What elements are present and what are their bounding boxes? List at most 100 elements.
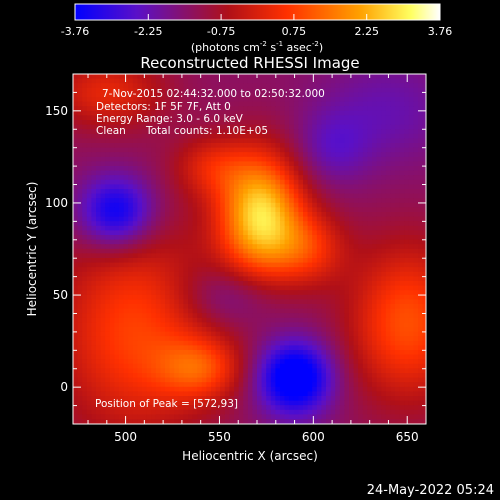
heatmap-cell xyxy=(169,175,175,181)
heatmap-cell xyxy=(303,271,308,277)
heatmap-cell xyxy=(266,179,272,185)
heatmap-cell xyxy=(399,184,405,190)
heatmap-cell xyxy=(381,97,387,102)
heatmap-cell xyxy=(86,327,92,332)
heatmap-cell xyxy=(298,225,304,231)
heatmap-cell xyxy=(234,161,239,167)
heatmap-cell xyxy=(215,276,221,282)
heatmap-cell xyxy=(215,294,221,300)
heatmap-cell xyxy=(261,179,267,185)
heatmap-cell xyxy=(86,285,92,291)
heatmap-cell xyxy=(146,198,152,204)
heatmap-cell xyxy=(188,216,193,222)
heatmap-cell xyxy=(344,313,350,319)
heatmap-cell xyxy=(413,179,419,185)
heatmap-cell xyxy=(358,216,364,222)
heatmap-cell xyxy=(178,87,184,93)
heatmap-cell xyxy=(395,313,400,319)
heatmap-cell xyxy=(169,345,175,351)
heatmap-cell xyxy=(418,313,423,319)
heatmap-cell xyxy=(284,359,290,365)
heatmap-cell xyxy=(114,253,120,259)
heatmap-cell xyxy=(293,161,299,167)
heatmap-cell xyxy=(114,78,120,84)
colorbar xyxy=(74,3,441,21)
heatmap-cell xyxy=(339,244,345,250)
heatmap-cell xyxy=(132,152,138,158)
heatmap-cell xyxy=(192,331,198,337)
heatmap-cell xyxy=(275,106,281,112)
heatmap-cell xyxy=(197,313,203,319)
heatmap-cell xyxy=(280,327,285,332)
heatmap-cell xyxy=(381,216,387,222)
heatmap-cell xyxy=(86,133,92,139)
heatmap-cell xyxy=(312,225,318,231)
heatmap-cell xyxy=(344,354,350,360)
heatmap-cell xyxy=(91,267,97,273)
heatmap-cell xyxy=(91,115,97,121)
heatmap-cell xyxy=(197,147,203,153)
heatmap-cell xyxy=(298,248,304,254)
heatmap-cell xyxy=(316,253,322,259)
heatmap-cell xyxy=(381,262,387,268)
heatmap-cell xyxy=(169,74,175,79)
heatmap-cell xyxy=(197,308,203,314)
heatmap-cell xyxy=(243,207,249,213)
heatmap-cell xyxy=(266,299,272,305)
heatmap-cell xyxy=(418,235,423,240)
heatmap-cell xyxy=(100,133,106,139)
heatmap-cell xyxy=(293,345,299,351)
heatmap-cell xyxy=(422,271,426,277)
heatmap-cell xyxy=(418,202,423,208)
heatmap-cell xyxy=(243,221,249,227)
heatmap-cell xyxy=(298,317,304,323)
heatmap-cell xyxy=(211,354,216,360)
heatmap-cell xyxy=(339,299,345,305)
heatmap-cell xyxy=(142,110,147,116)
heatmap-cell xyxy=(105,258,111,263)
heatmap-cell xyxy=(399,262,405,268)
heatmap-cell xyxy=(252,340,258,346)
heatmap-cell xyxy=(114,322,120,328)
heatmap-cell xyxy=(128,253,134,259)
heatmap-cell xyxy=(381,175,387,181)
heatmap-cell xyxy=(169,235,175,240)
heatmap-cell xyxy=(183,87,189,93)
heatmap-cell xyxy=(229,87,235,93)
heatmap-cell xyxy=(206,179,212,185)
heatmap-cell xyxy=(201,317,207,323)
heatmap-cell xyxy=(96,248,101,254)
heatmap-cell xyxy=(192,239,198,245)
heatmap-cell xyxy=(224,92,230,98)
heatmap-cell xyxy=(137,106,143,112)
heatmap-cell xyxy=(197,271,203,277)
heatmap-cell xyxy=(353,170,359,176)
heatmap-cell xyxy=(151,202,157,208)
heatmap-cell xyxy=(160,101,166,107)
heatmap-cell xyxy=(96,230,101,236)
heatmap-cell xyxy=(128,262,134,268)
heatmap-cell xyxy=(105,248,111,254)
heatmap-cell xyxy=(349,281,354,286)
heatmap-cell xyxy=(178,207,184,213)
heatmap-cell xyxy=(165,244,170,250)
heatmap-cell xyxy=(229,317,235,323)
heatmap-cell xyxy=(132,143,138,148)
heatmap-cell xyxy=(358,212,364,217)
heatmap-cell xyxy=(215,189,221,194)
heatmap-cell xyxy=(399,87,405,93)
heatmap-cell xyxy=(362,78,368,84)
heatmap-cell xyxy=(293,350,299,355)
heatmap-cell xyxy=(174,193,180,199)
heatmap-cell xyxy=(211,304,216,309)
heatmap-cell xyxy=(247,120,253,125)
heatmap-cell xyxy=(229,110,235,116)
heatmap-cell xyxy=(151,244,157,250)
heatmap-cell xyxy=(201,152,207,158)
heatmap-cell xyxy=(335,363,341,369)
heatmap-cell xyxy=(404,262,410,268)
heatmap-cell xyxy=(73,189,78,194)
heatmap-cell xyxy=(395,216,400,222)
heatmap-cell xyxy=(266,152,272,158)
heatmap-cell xyxy=(105,313,111,319)
